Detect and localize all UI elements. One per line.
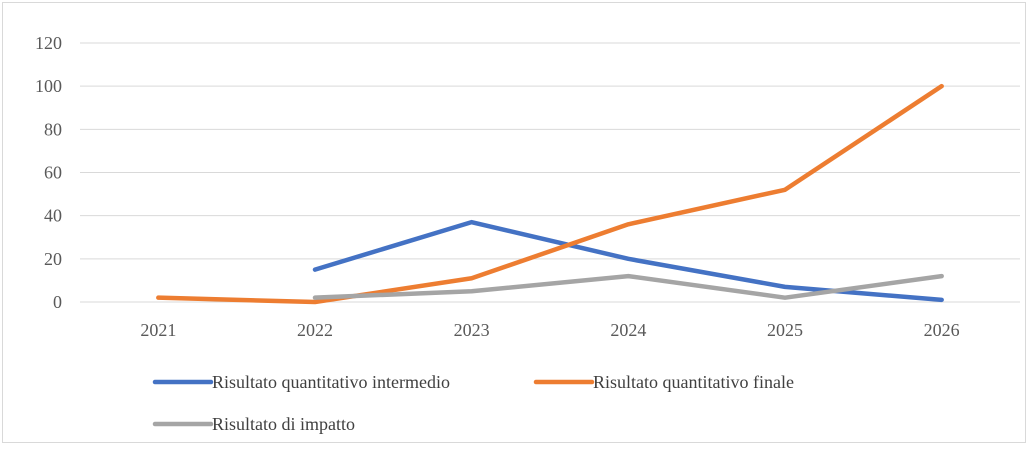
x-axis-tick-labels: 2021 2022 2023 2024 2025 2026: [140, 320, 959, 340]
x-tick-label: 2024: [610, 320, 646, 340]
legend-item: Risultato di impatto: [152, 414, 355, 434]
y-tick-label: 0: [53, 292, 62, 312]
gridlines: [80, 42, 1020, 303]
line-chart: 0 20 40 60 80 100 120 2021 2022 2023 2024 2025 2026…: [35, 33, 1020, 434]
y-tick-label: 120: [35, 33, 62, 53]
x-tick-label: 2026: [924, 320, 960, 340]
chart-frame: 0 20 40 60 80 100 120 2021 2022 2023 2024 2025 2026…: [2, 2, 1026, 443]
series-line-2: [312, 273, 944, 300]
y-tick-label: 60: [44, 163, 62, 183]
series-line-1: [156, 83, 944, 305]
x-tick-label: 2022: [297, 320, 333, 340]
x-tick-label: 2023: [454, 320, 490, 340]
legend: Risultato quantitativo intermedio Risulta…: [152, 372, 794, 434]
y-tick-label: 20: [44, 249, 62, 269]
x-tick-label: 2025: [767, 320, 803, 340]
legend-label: Risultato quantitativo finale: [593, 372, 794, 392]
legend-label: Risultato quantitativo intermedio: [212, 372, 450, 392]
legend-item: Risultato quantitativo intermedio: [152, 372, 450, 392]
series-lines: [156, 83, 944, 305]
x-tick-label: 2021: [140, 320, 176, 340]
legend-label: Risultato di impatto: [212, 414, 355, 434]
y-tick-label: 80: [44, 119, 62, 139]
y-tick-label: 100: [35, 76, 62, 96]
y-tick-label: 40: [44, 206, 62, 226]
legend-item: Risultato quantitativo finale: [533, 372, 794, 392]
y-axis-tick-labels: 0 20 40 60 80 100 120: [35, 33, 62, 312]
